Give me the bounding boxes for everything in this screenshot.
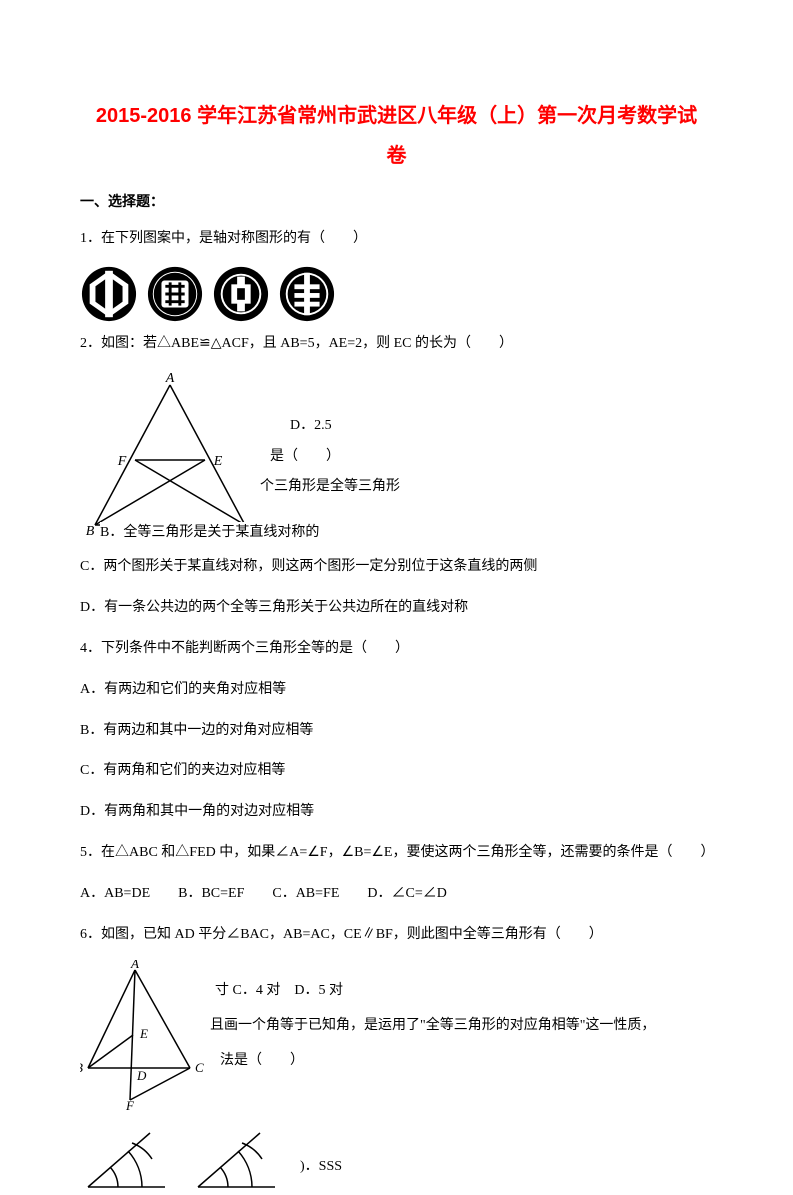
q3-option-d: D．有一条公共边的两个全等三角形关于公共边所在的直线对称	[80, 593, 713, 624]
q4-option-c: C．有两角和它们的夹边对应相等	[80, 756, 713, 787]
svg-text:E: E	[139, 1026, 148, 1041]
q4-option-a: A．有两边和它们的夹角对应相等	[80, 675, 713, 706]
q6-fragment-2: 且画一个角等于已知角，是运用了"全等三角形的对应角相等"这一性质，	[210, 1015, 655, 1037]
svg-text:B: B	[80, 1060, 83, 1075]
logo-2	[146, 265, 204, 323]
triangle-ad-bisect: A E B D C F	[80, 960, 210, 1110]
svg-text:A: A	[130, 960, 139, 971]
arc-figure-1	[80, 1125, 170, 1195]
q6-fragment-1: 寸 C．4 对 D．5 对	[215, 980, 343, 1002]
arc-figures-row: )．SSS	[80, 1125, 713, 1195]
q4-option-d: D．有两角和其中一角的对边对应相等	[80, 797, 713, 828]
q5-options: A．AB=DE B．BC=EF C．AB=FE D．∠C=∠D	[80, 879, 713, 910]
q2-option-d: D．2.5	[290, 415, 332, 437]
triangle-abe-acf: A F E B C	[80, 370, 260, 540]
question-1: 1．在下列图案中，是轴对称图形的有（ ）	[80, 224, 713, 255]
q4-option-b: B．有两边和其中一边的对角对应相等	[80, 716, 713, 747]
question-2: 2．如图：若△ABE≌△ACF，且 AB=5，AE=2，则 EC 的长为（ ）	[80, 329, 713, 360]
section-1-header: 一、选择题：	[80, 192, 713, 214]
svg-text:F: F	[117, 454, 127, 469]
svg-text:F: F	[125, 1098, 135, 1110]
svg-text:C: C	[195, 1060, 204, 1075]
arc-figure-2	[190, 1125, 280, 1195]
exam-title-line2: 卷	[80, 140, 713, 172]
q3-fragment-2: 个三角形是全等三角形	[260, 476, 400, 498]
q3-fragment-1: 是（ ）	[270, 446, 340, 468]
q7-fragment: )．SSS	[300, 1156, 342, 1178]
svg-text:B: B	[86, 524, 95, 539]
logo-row	[80, 265, 713, 323]
svg-text:A: A	[165, 371, 175, 386]
svg-text:D: D	[136, 1068, 147, 1083]
q6-fragment-3: 法是（ ）	[220, 1050, 304, 1072]
q3-option-c: C．两个图形关于某直线对称，则这两个图形一定分别位于这条直线的两侧	[80, 552, 713, 583]
q2-figure-wrap: A F E B C D．2.5 是（ ） 个三角形是全等三角形 B．全等三角形是…	[80, 370, 713, 548]
q6-figure-wrap: A E B D C F 寸 C．4 对 D．5 对 且画一个角等于已知角，是运用…	[80, 960, 713, 1118]
question-4: 4．下列条件中不能判断两个三角形全等的是（ ）	[80, 634, 713, 665]
logo-4	[278, 265, 336, 323]
exam-title-line1: 2015-2016 学年江苏省常州市武进区八年级（上）第一次月考数学试	[80, 100, 713, 132]
question-5: 5．在△ABC 和△FED 中，如果∠A=∠F，∠B=∠E，要使这两个三角形全等…	[80, 838, 713, 869]
question-6: 6．如图，已知 AD 平分∠BAC，AB=AC，CE∥BF，则此图中全等三角形有…	[80, 920, 713, 951]
logo-3	[212, 265, 270, 323]
svg-text:E: E	[213, 454, 223, 469]
q3-option-b: B．全等三角形是关于某直线对称的	[100, 522, 319, 544]
logo-1	[80, 265, 138, 323]
